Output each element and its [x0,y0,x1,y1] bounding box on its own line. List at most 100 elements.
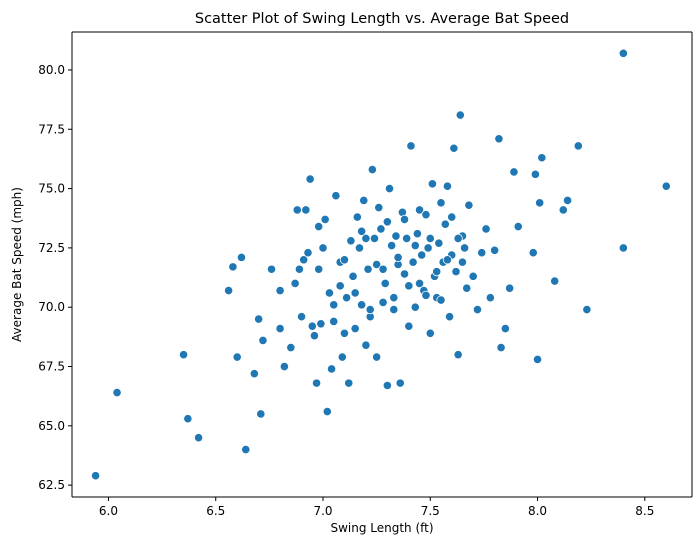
data-point [339,328,350,338]
data-point [425,233,435,244]
x-tick-label: 8.0 [528,504,547,518]
data-point [320,214,330,225]
data-point [618,243,628,253]
data-point [427,179,438,189]
data-point [249,369,259,379]
data-point [352,212,362,222]
data-point [384,183,395,194]
data-point [337,352,347,362]
data-point [305,174,315,184]
data-point [361,233,371,244]
data-point [382,380,392,391]
data-point [275,323,285,334]
data-point [535,198,545,208]
y-axis-ticks: 62.5 65.0 67.5 70.0 72.5 75.0 77.5 80.0 [38,63,72,492]
data-point [442,181,453,191]
data-point [228,262,238,272]
data-point [380,278,390,289]
data-point [464,200,474,210]
data-point [335,281,345,291]
y-tick-label: 65.0 [38,419,65,433]
data-point [311,378,322,388]
data-point [193,433,204,443]
data-point [331,191,341,201]
data-point [496,342,506,353]
x-tick-label: 7.5 [421,504,440,518]
data-point [241,444,251,455]
x-tick-label: 6.5 [206,504,225,518]
data-point [378,297,388,308]
y-tick-label: 72.5 [38,241,65,255]
x-tick-label: 6.0 [99,504,118,518]
data-point [382,217,392,227]
data-point [309,331,320,341]
data-point [286,342,296,353]
data-point [294,264,305,274]
data-point [490,245,500,255]
data-point [436,295,446,305]
y-tick-label: 67.5 [38,360,65,374]
data-point [453,350,463,360]
data-point [462,283,472,293]
data-point [447,212,457,222]
data-point [365,304,375,315]
data-point [402,233,412,244]
y-tick-label: 80.0 [38,63,65,77]
data-point [528,248,538,258]
data-point [468,271,478,281]
data-point [532,354,543,364]
data-point [399,214,410,225]
x-tick-label: 8.5 [635,504,654,518]
data-point [346,236,356,246]
data-point [661,181,671,191]
data-point [477,248,487,258]
data-point [455,110,465,120]
data-point [376,224,386,234]
data-point [316,319,326,329]
data-point [258,335,268,346]
data-point [389,293,399,303]
data-point [372,259,382,270]
data-point [513,221,523,232]
data-point [412,229,422,239]
data-point [406,141,416,151]
y-tick-label: 75.0 [38,182,65,196]
data-point [395,378,405,388]
data-point [374,202,384,213]
data-point [236,252,247,262]
data-point [90,471,101,481]
data-point [357,300,367,310]
data-point [342,293,352,303]
data-point [299,255,309,265]
y-axis-title: Average Bat Speed (mph) [10,187,24,342]
data-point [449,143,459,153]
data-point [254,314,264,324]
data-point [550,276,560,286]
data-point [582,304,592,315]
data-point [432,267,442,277]
data-point [404,281,414,291]
data-point [451,267,461,277]
data-point [256,409,266,419]
data-point [453,233,463,244]
data-point [434,238,444,248]
data-point [505,283,515,293]
data-point [339,255,350,265]
data-point [372,352,382,362]
data-point [444,312,455,322]
data-point [457,257,468,267]
data-point [329,316,339,327]
data-point [387,240,397,251]
data-point [314,264,324,274]
data-point [292,205,302,215]
data-point [350,323,360,334]
data-point [359,195,369,206]
data-point [301,205,311,215]
data-point [378,264,388,274]
data-point [414,205,425,215]
data-point [350,288,360,298]
data-point [314,221,324,232]
data-point [417,250,427,260]
data-point [354,243,365,253]
data-point [369,233,380,244]
